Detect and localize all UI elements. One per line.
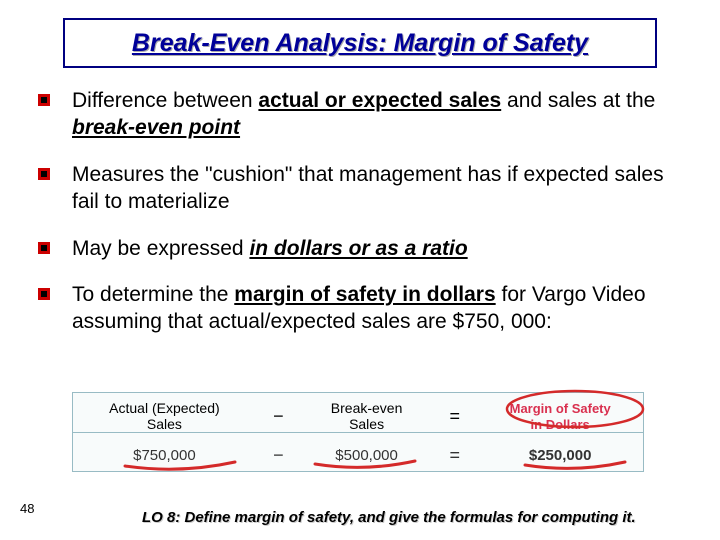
formula-table: Actual (Expected) Sales − Break-even Sal… xyxy=(73,393,643,474)
footer-text: LO 8: Define margin of safety, and give … xyxy=(142,509,636,526)
text-emph: actual or expected sales xyxy=(258,89,501,112)
bullet-list: Difference between actual or expected sa… xyxy=(38,88,678,356)
title-container: Break-Even Analysis: Margin of Safety xyxy=(63,18,657,68)
formula-value-col2: $500,000 xyxy=(301,436,432,474)
bullet-item: Difference between actual or expected sa… xyxy=(38,88,678,142)
bullet-item: Measures the "cushion" that management h… xyxy=(38,162,678,216)
formula-bg: Actual (Expected) Sales − Break-even Sal… xyxy=(72,392,644,472)
bullet-icon xyxy=(38,94,50,106)
formula-value-row: $750,000 − $500,000 = $250,000 xyxy=(73,436,643,474)
text-emph: margin of safety in dollars xyxy=(234,283,495,306)
formula-equals-op: = xyxy=(432,436,477,474)
bullet-item: To determine the margin of safety in dol… xyxy=(38,282,678,336)
formula-header-col2: Break-even Sales xyxy=(301,393,432,436)
bullet-text: May be expressed in dollars or as a rati… xyxy=(72,236,468,263)
text-run: Measures the "cushion" that management h… xyxy=(72,163,664,213)
bullet-item: May be expressed in dollars or as a rati… xyxy=(38,236,678,263)
bullet-icon xyxy=(38,168,50,180)
text-run: Actual (Expected) xyxy=(109,400,220,416)
formula-equals-op: = xyxy=(432,393,477,436)
formula-header-row: Actual (Expected) Sales − Break-even Sal… xyxy=(73,393,643,436)
formula-minus-op: − xyxy=(256,393,301,436)
formula-header-col3: Margin of Safety in Dollars xyxy=(477,393,643,436)
formula-value-col1: $750,000 xyxy=(73,436,256,474)
slide-title: Break-Even Analysis: Margin of Safety xyxy=(132,29,588,58)
bullet-icon xyxy=(38,288,50,300)
text-emph: in Dollars xyxy=(531,417,590,432)
formula-header-col1: Actual (Expected) Sales xyxy=(73,393,256,436)
formula-box: Actual (Expected) Sales − Break-even Sal… xyxy=(72,392,642,472)
bullet-text: Difference between actual or expected sa… xyxy=(72,88,678,142)
title-box: Break-Even Analysis: Margin of Safety xyxy=(63,18,657,68)
bullet-text: Measures the "cushion" that management h… xyxy=(72,162,678,216)
text-emph: break-even point xyxy=(72,116,240,139)
bullet-icon xyxy=(38,242,50,254)
text-emph: Margin of Safety xyxy=(510,401,611,416)
formula-divider xyxy=(73,432,643,433)
text-run: To determine the xyxy=(72,283,234,306)
text-run: and sales at the xyxy=(501,89,655,112)
text-emph: in dollars or as a ratio xyxy=(249,237,467,260)
text-run: May be expressed xyxy=(72,237,249,260)
text-run: Sales xyxy=(147,416,182,432)
text-run: Break-even xyxy=(331,400,403,416)
page-number: 48 xyxy=(20,501,34,516)
text-run: Sales xyxy=(349,416,384,432)
text-run: Difference between xyxy=(72,89,258,112)
formula-minus-op: − xyxy=(256,436,301,474)
bullet-text: To determine the margin of safety in dol… xyxy=(72,282,678,336)
formula-value-col3: $250,000 xyxy=(477,436,643,474)
